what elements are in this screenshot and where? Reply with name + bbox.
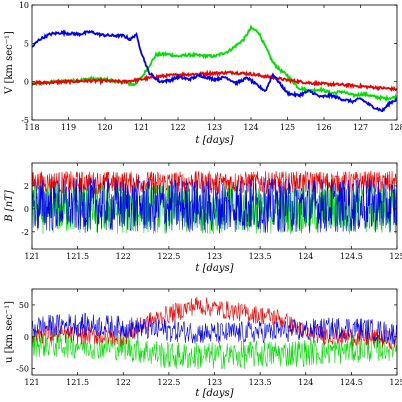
x-tick-label: 121.5	[66, 252, 89, 261]
x-tick-label: 123	[207, 123, 222, 132]
x-tick-label: 123.5	[249, 378, 272, 387]
y-axis-label: u [km sec⁻¹]	[4, 301, 15, 363]
x-tick-label: 118	[24, 123, 39, 132]
panel-velocity: 118119120121122123124125126127128-50510 …	[4, 1, 402, 146]
x-axis-label: t [days]	[195, 135, 233, 146]
x-tick-label: 123.5	[249, 252, 272, 261]
flow-velocity-series	[32, 296, 397, 370]
x-tick-label: 122.5	[157, 252, 180, 261]
x-tick-label: 124	[243, 123, 258, 132]
x-tick-label: 121	[24, 252, 39, 261]
y-tick-label: 50	[19, 301, 29, 310]
x-tick-label: 125	[389, 378, 402, 387]
y-tick-label: 2	[24, 182, 29, 191]
y-tick-label: -5	[21, 116, 29, 125]
u-velocity-trace	[32, 296, 397, 350]
x-tick-label: 122.5	[157, 378, 180, 387]
x-tick-label: 128	[389, 123, 402, 132]
x-tick-label: 121.5	[66, 378, 89, 387]
velocity-series	[32, 24, 397, 113]
y-tick-label: 10	[19, 1, 29, 10]
x-tick-label: 125	[389, 252, 402, 261]
y-tick-label: 0	[24, 205, 29, 214]
x-tick-label: 119	[61, 123, 76, 132]
y-axis-label: B [nT]	[4, 190, 15, 223]
flow-velocity-ticks: 121 121.5 122 122.5 123 123.5 124 124.5 125 -50 0 5…	[16, 289, 402, 387]
panel-magnetic-field: 121121.5122122.5123123.5124124.5125-202 …	[4, 162, 402, 274]
velocity-ticks: 118 119 120 121 122 123 124 125 126 127 128 -5 0 5 10	[19, 1, 402, 132]
x-tick-label: 123	[207, 252, 222, 261]
panel-flow-velocity: 121 121.5 122 122.5 123 123.5 124 124.5 125 -50 0 5…	[4, 288, 402, 399]
x-tick-label: 120	[97, 123, 112, 132]
x-tick-label: 121	[24, 378, 39, 387]
velocity-line	[32, 24, 397, 103]
velocity-line	[32, 29, 397, 113]
velocity-line	[32, 69, 397, 92]
y-tick-label: 0	[24, 333, 29, 342]
x-tick-label: 126	[316, 123, 331, 132]
u-velocity-trace	[32, 312, 397, 345]
x-tick-label: 124	[298, 252, 313, 261]
b-field-trace	[32, 177, 397, 233]
x-tick-label: 122	[116, 252, 131, 261]
y-tick-label: -50	[16, 365, 29, 374]
b-field-trace	[32, 183, 397, 235]
x-tick-label: 122	[170, 123, 185, 132]
x-axis-label: t [days]	[195, 263, 233, 274]
x-axis-label: t [days]	[195, 388, 233, 399]
magnetic-field-series	[32, 170, 397, 235]
y-tick-label: 5	[24, 39, 29, 48]
y-tick-label: -2	[21, 228, 29, 237]
y-tick-label: 0	[24, 78, 29, 87]
x-tick-label: 121	[134, 123, 149, 132]
x-tick-label: 123	[207, 378, 222, 387]
x-tick-label: 122	[116, 378, 131, 387]
magnetic-field-ticks: 121 121.5 122 122.5 123 123.5 124 124.5 125 -2 0 2	[21, 163, 402, 261]
y-axis-label: V [km sec⁻¹]	[4, 31, 15, 95]
u-velocity-trace	[32, 329, 397, 370]
x-tick-label: 124.5	[340, 252, 363, 261]
x-tick-label: 124	[298, 378, 313, 387]
x-tick-label: 127	[353, 123, 368, 132]
plot-frame	[31, 4, 398, 121]
x-tick-label: 125	[280, 123, 295, 132]
x-tick-label: 124.5	[340, 378, 363, 387]
